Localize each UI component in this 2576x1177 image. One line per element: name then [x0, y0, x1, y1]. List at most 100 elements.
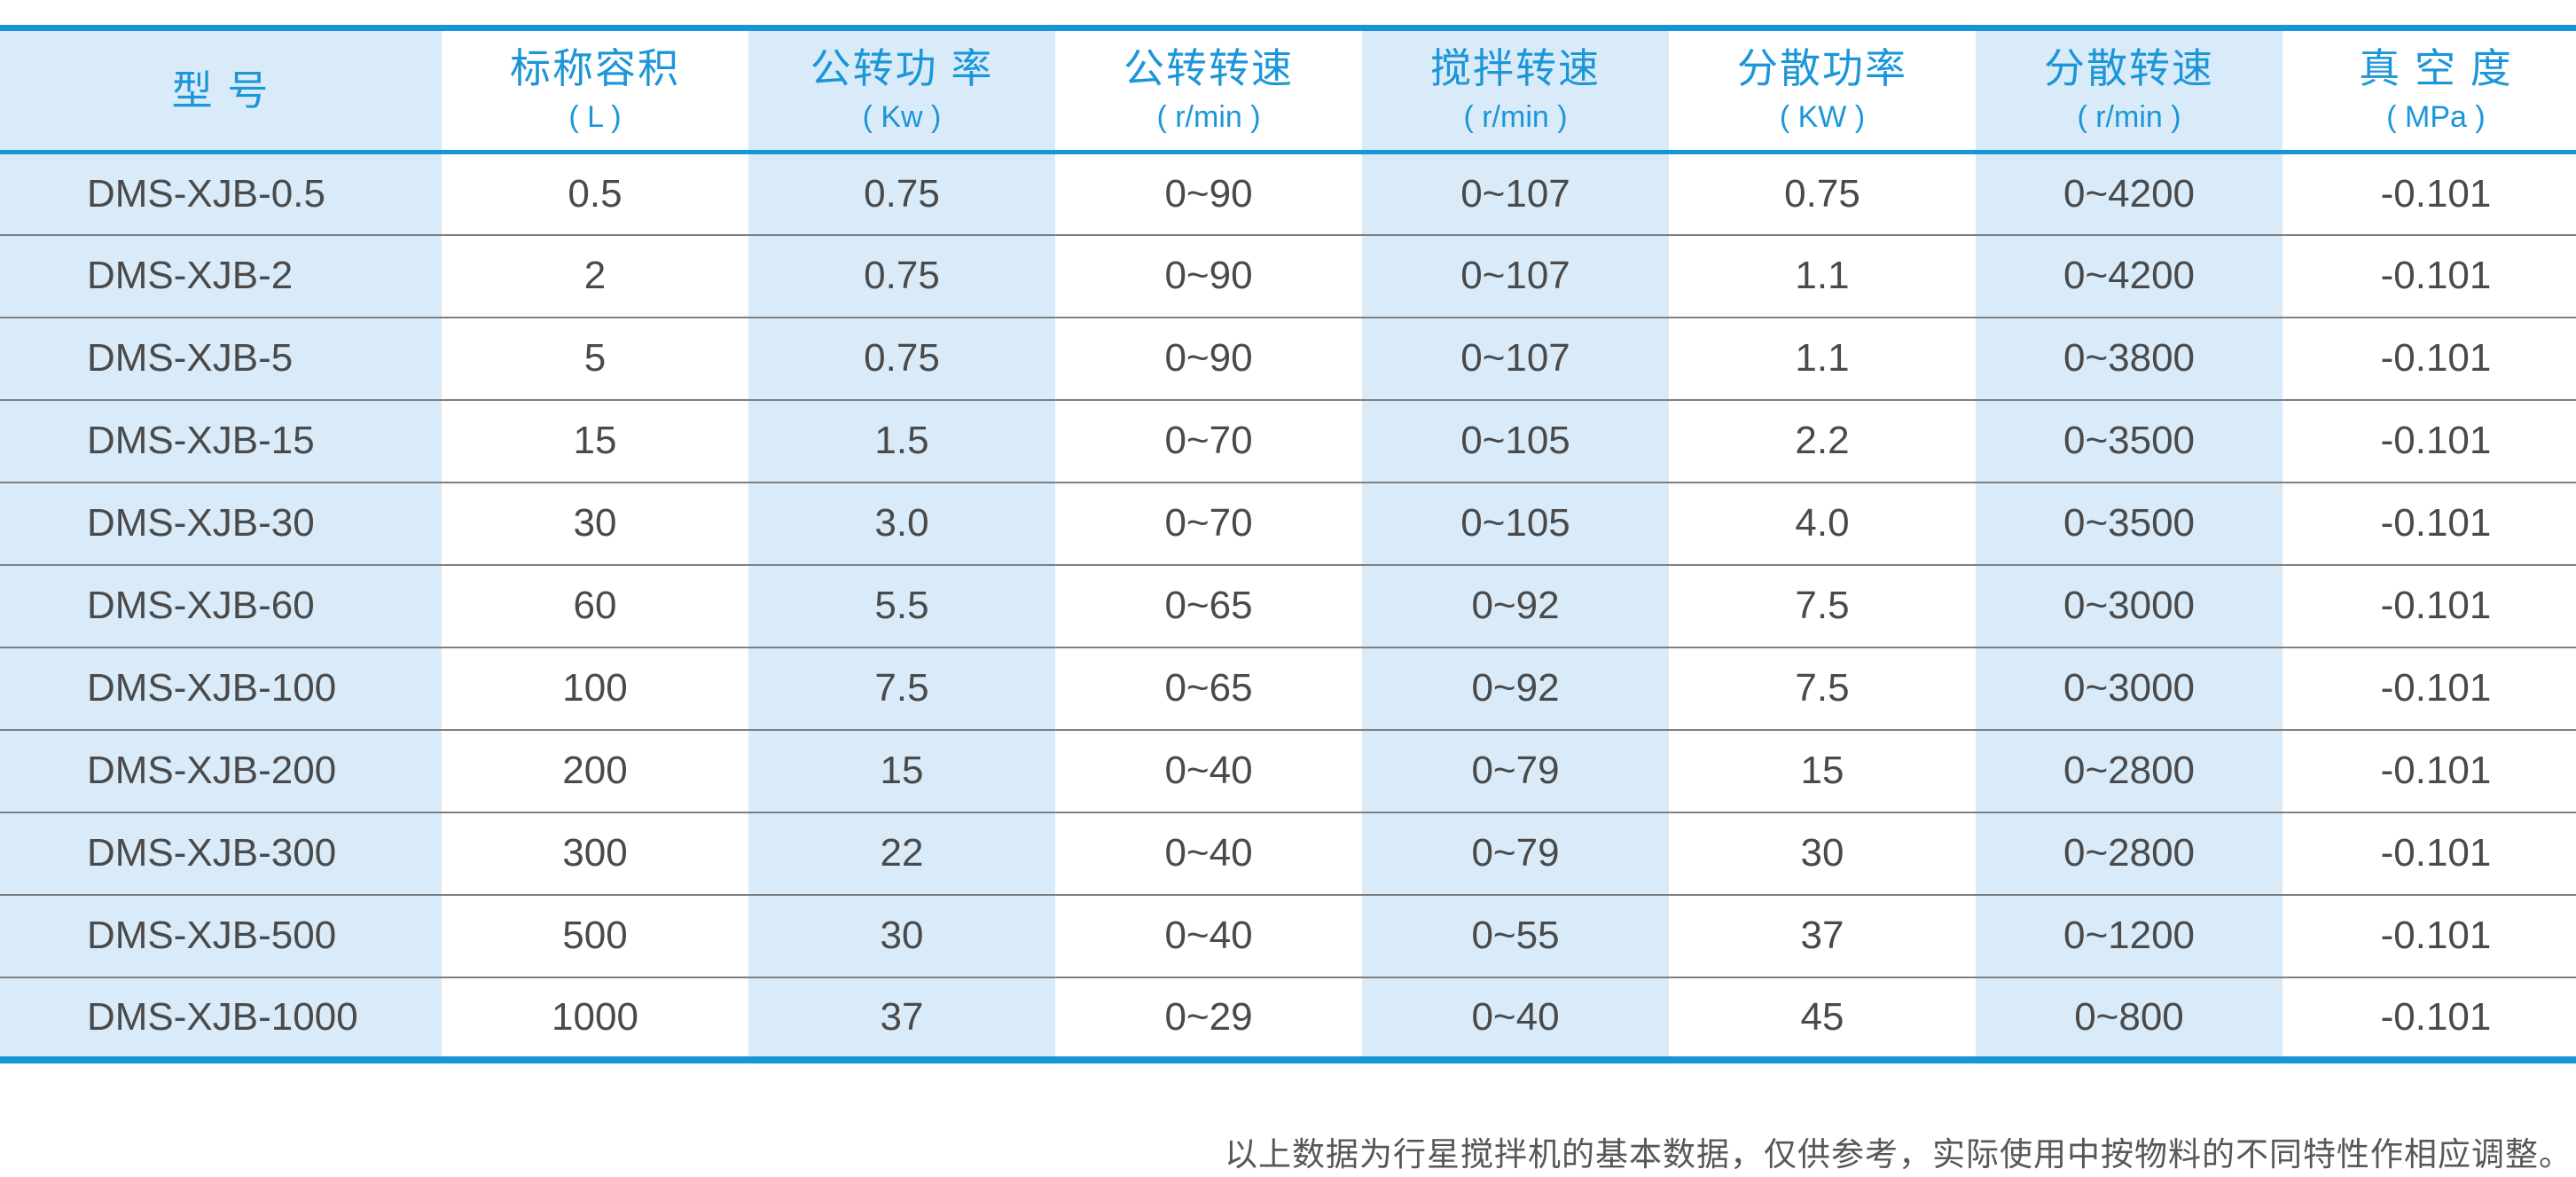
table-cell: 0~3000	[1976, 564, 2282, 647]
spec-table: 型 号 标称容积 ( L ) 公转功 率 ( Kw ) 公转转速 ( r/min…	[0, 25, 2576, 1063]
table-cell: 0~3800	[1976, 317, 2282, 400]
table-cell: 7.5	[748, 647, 1055, 730]
table-cell: 37	[748, 977, 1055, 1060]
table-cell: 0~70	[1164, 501, 1253, 545]
column-label: 公转转速	[1124, 45, 1294, 92]
table-row: DMS-XJB-5 5 0.75 0~90 0~107 1.1 0~3800 -…	[0, 317, 2576, 400]
table-cell: 0~4200	[1976, 152, 2282, 235]
column-header-revolution-power: 公转功 率 ( Kw )	[748, 27, 1055, 153]
spec-table-header: 型 号 标称容积 ( L ) 公转功 率 ( Kw ) 公转转速 ( r/min…	[0, 27, 2576, 153]
table-cell: 300	[562, 831, 628, 875]
table-cell: 0~3000	[1976, 647, 2282, 730]
column-label: 标称容积	[510, 45, 680, 92]
column-unit: ( MPa )	[2386, 100, 2486, 135]
column-header-nominal-capacity: 标称容积 ( L )	[442, 28, 748, 153]
table-cell: -0.101	[2380, 749, 2492, 792]
column-header-dispersion-power: 分散功率 ( KW )	[1669, 28, 1976, 153]
table-cell: 0~65	[1164, 584, 1253, 627]
table-cell: 0.75	[748, 317, 1055, 400]
table-row: DMS-XJB-60 60 5.5 0~65 0~92 7.5 0~3000 -…	[0, 564, 2576, 647]
table-cell: -0.101	[2380, 419, 2492, 462]
column-label: 真 空 度	[2359, 45, 2513, 92]
column-label: 分散转速	[2044, 45, 2214, 92]
table-cell: 0~79	[1362, 812, 1669, 895]
table-cell: -0.101	[2380, 254, 2492, 297]
model-cell: DMS-XJB-300	[0, 812, 442, 895]
model-cell: DMS-XJB-500	[0, 894, 442, 977]
table-cell: 0~90	[1164, 336, 1253, 380]
column-unit: ( r/min )	[2077, 100, 2181, 135]
column-header-stirring-speed: 搅拌转速 ( r/min )	[1362, 27, 1669, 153]
column-header-vacuum-degree: 真 空 度 ( MPa )	[2282, 28, 2576, 153]
table-cell: 60	[573, 584, 617, 627]
column-label: 搅拌转速	[1430, 45, 1601, 92]
table-cell: 1.1	[1795, 254, 1850, 297]
table-cell: 30	[748, 894, 1055, 977]
table-cell: 0~2800	[1976, 812, 2282, 895]
table-cell: 45	[1800, 994, 1844, 1039]
table-cell: 7.5	[1795, 584, 1850, 627]
table-cell: 2	[583, 254, 607, 297]
table-cell: 30	[1800, 831, 1844, 875]
table-row: DMS-XJB-100 100 7.5 0~65 0~92 7.5 0~3000…	[0, 647, 2576, 730]
model-cell: DMS-XJB-30	[0, 482, 442, 565]
model-cell: DMS-XJB-200	[0, 729, 442, 812]
table-cell: 0~90	[1164, 171, 1253, 216]
model-cell: DMS-XJB-100	[0, 647, 442, 730]
table-cell: 0~90	[1164, 254, 1253, 297]
table-cell: 0~3500	[1976, 399, 2282, 483]
table-cell: 4.0	[1795, 501, 1850, 545]
footer-note: 以上数据为行星搅拌机的基本数据，仅供参考，实际使用中按物料的不同特性作相应调整。	[1225, 1137, 2572, 1173]
column-header-revolution-speed: 公转转速 ( r/min )	[1055, 28, 1362, 153]
table-cell: 0~107	[1362, 152, 1669, 235]
table-cell: 500	[562, 914, 628, 957]
table-cell: 0~65	[1164, 666, 1253, 710]
table-row: DMS-XJB-500 500 30 0~40 0~55 37 0~1200 -…	[0, 894, 2576, 977]
table-cell: -0.101	[2380, 171, 2492, 216]
table-cell: 1.5	[748, 399, 1055, 483]
table-cell: 22	[748, 812, 1055, 895]
table-cell: 100	[562, 666, 628, 710]
table-cell: 5	[583, 336, 607, 380]
table-cell: 0~2800	[1976, 729, 2282, 812]
table-cell: 0~79	[1362, 729, 1669, 812]
table-cell: -0.101	[2380, 914, 2492, 957]
table-cell: 0.75	[748, 234, 1055, 318]
table-cell: 15	[748, 729, 1055, 812]
table-cell: -0.101	[2380, 501, 2492, 545]
table-cell: -0.101	[2380, 994, 2492, 1039]
table-row: DMS-XJB-2 2 0.75 0~90 0~107 1.1 0~4200 -…	[0, 234, 2576, 318]
table-row: DMS-XJB-200 200 15 0~40 0~79 15 0~2800 -…	[0, 729, 2576, 812]
table-cell: -0.101	[2380, 584, 2492, 627]
table-cell: 0~92	[1362, 564, 1669, 647]
table-cell: 5.5	[748, 564, 1055, 647]
column-header-dispersion-speed: 分散转速 ( r/min )	[1976, 27, 2282, 153]
table-cell: 1000	[552, 994, 638, 1039]
table-cell: 0~105	[1362, 482, 1669, 565]
table-cell: 0~92	[1362, 647, 1669, 730]
table-cell: 0~107	[1362, 317, 1669, 400]
column-unit: ( Kw )	[862, 100, 942, 135]
table-cell: 0~105	[1362, 399, 1669, 483]
column-unit: ( KW )	[1779, 100, 1866, 135]
model-cell: DMS-XJB-1000	[0, 977, 442, 1060]
table-cell: 30	[573, 501, 617, 545]
table-cell: 37	[1800, 914, 1844, 957]
table-cell: 0~70	[1164, 419, 1253, 462]
table-cell: 0~107	[1362, 234, 1669, 318]
model-cell: DMS-XJB-2	[0, 234, 442, 318]
column-unit: ( r/min )	[1156, 100, 1261, 135]
table-cell: 15	[1800, 749, 1844, 792]
header-row: 型 号 标称容积 ( L ) 公转功 率 ( Kw ) 公转转速 ( r/min…	[0, 27, 2576, 153]
table-row: DMS-XJB-0.5 0.5 0.75 0~90 0~107 0.75 0~4…	[0, 152, 2576, 235]
model-cell: DMS-XJB-15	[0, 399, 442, 483]
table-cell: 0~40	[1362, 977, 1669, 1060]
table-cell: 0.75	[748, 152, 1055, 235]
table-cell: 0~1200	[1976, 894, 2282, 977]
table-cell: 7.5	[1795, 666, 1850, 710]
column-unit: ( r/min )	[1463, 100, 1568, 135]
table-cell: -0.101	[2380, 336, 2492, 380]
table-row: DMS-XJB-30 30 3.0 0~70 0~105 4.0 0~3500 …	[0, 482, 2576, 565]
table-row: DMS-XJB-15 15 1.5 0~70 0~105 2.2 0~3500 …	[0, 399, 2576, 483]
model-cell: DMS-XJB-60	[0, 564, 442, 647]
